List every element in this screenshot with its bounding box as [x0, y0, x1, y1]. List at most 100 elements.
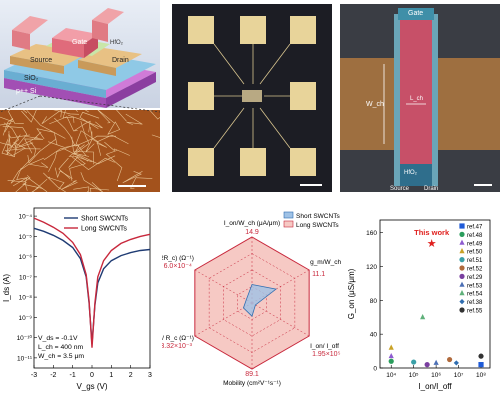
- legend-label: ref.55: [467, 309, 483, 315]
- scale-bar: [474, 184, 492, 186]
- data-point: [388, 352, 394, 359]
- data-point: [388, 358, 394, 364]
- radar-spoke: [194, 269, 253, 304]
- y-tick-label: 160: [366, 230, 377, 237]
- radar-axis-max: 14.9: [245, 229, 259, 236]
- x-tick-label: 10⁸: [476, 372, 486, 379]
- annotation: W_ch = 3.5 μm: [38, 353, 84, 360]
- data-point: [388, 344, 394, 350]
- data-point: [420, 314, 426, 320]
- radar-axis-max: 11.1: [312, 271, 325, 278]
- wch-label: W_ch: [366, 101, 384, 108]
- x-axis-label: I_on/I_off: [418, 382, 452, 391]
- y-tick-label: 10⁻¹⁰: [17, 334, 33, 342]
- series-line: [33, 217, 151, 348]
- scale-bar: [300, 184, 322, 186]
- y-tick-label: 10⁻¹¹: [17, 355, 33, 362]
- x-tick-label: -2: [50, 372, 56, 379]
- radar-spoke: [251, 302, 310, 337]
- y-tick-label: 10⁻⁹: [19, 315, 33, 322]
- legend-marker: [459, 299, 465, 305]
- x-tick-label: 10⁷: [454, 372, 464, 379]
- legend-label: ref.52: [467, 267, 483, 273]
- legend-marker: [459, 290, 465, 296]
- radar-axis-label: I_on/ I_off: [310, 343, 339, 350]
- x-axis-label: V_gs (V): [76, 382, 107, 391]
- data-point: [453, 360, 459, 366]
- sio2-label: SiO₂: [24, 75, 39, 82]
- legend-label: ref.38: [467, 300, 483, 306]
- legend-marker: [459, 257, 465, 263]
- device-schematic: Gate HfO₂ Drain Source SiO₂ p++ Si: [0, 0, 160, 108]
- y-tick-label: 120: [366, 264, 377, 271]
- legend-marker: [459, 281, 465, 287]
- series-area-short: [242, 284, 277, 317]
- transfer-curve-chart: -3 -2 -1 0 1 2 3 10⁻⁴ 10⁻⁵ 10⁻⁶ 10⁻⁷ 10⁻⁸ 10⁻⁹ 10⁻¹⁰ 1…: [2, 207, 152, 391]
- gate-label: Gate: [408, 10, 423, 17]
- radar-axis-max: 89.1: [245, 371, 259, 378]
- hfo2-label: HfO₂: [110, 40, 124, 46]
- data-point: [478, 353, 484, 359]
- scale-bar: [118, 185, 146, 187]
- radar-axis-label: 1/ R_c (Ω⁻¹): [162, 335, 194, 342]
- legend-label: Long SWCNTs: [81, 226, 127, 233]
- radar-axis-label: I_on/W_ch (μA/μm): [224, 220, 280, 227]
- legend-marker: [459, 248, 465, 254]
- y-tick-label: 80: [370, 298, 378, 305]
- radar-spoke: [251, 269, 310, 304]
- data-point: [478, 362, 484, 368]
- legend-label: Short SWCNTs: [81, 216, 129, 223]
- legend-label: ref.50: [467, 250, 483, 256]
- radar-axis-label: g_m/W_ch (μS/μm): [310, 259, 342, 266]
- x-tick-label: 10⁴: [386, 372, 396, 379]
- y-tick-label: 0: [373, 366, 377, 373]
- legend-label: ref.49: [467, 241, 483, 247]
- y-axis-label: G_on (μS/μm): [347, 268, 356, 319]
- legend-marker: [459, 273, 465, 279]
- radar-axis-max: 1.95×10⁵: [312, 351, 340, 358]
- y-tick-label: 40: [370, 332, 378, 339]
- legend-swatch: [283, 220, 294, 228]
- lch-label: L_ch: [410, 96, 423, 102]
- radar-chart: I_on/W_ch (μA/μm) 14.9 g_m/W_ch (μS/μm) 11.…: [162, 211, 342, 387]
- x-tick-label: 10⁶: [431, 372, 441, 379]
- x-tick-label: 0: [90, 372, 94, 379]
- radar-spoke: [194, 302, 253, 337]
- pad-array-image: [172, 4, 332, 192]
- y-tick-label: 10⁻⁷: [19, 274, 33, 281]
- x-tick-label: 3: [148, 372, 152, 379]
- data-point: [411, 359, 417, 365]
- legend-marker: [459, 231, 465, 237]
- substrate-label: p++ Si: [16, 88, 37, 95]
- series-line: [33, 227, 151, 344]
- this-work-star: ★: [427, 238, 437, 250]
- x-tick-label: -1: [70, 372, 76, 379]
- data-point: [446, 356, 453, 363]
- y-tick-label: 10⁻⁸: [19, 295, 33, 302]
- y-axis-label: I_ds (A): [2, 274, 11, 302]
- sem-image: W_ch L_ch Gate HfO₂ Source Drain: [340, 4, 500, 192]
- legend-label: Long SWCNTs: [296, 222, 339, 229]
- legend-marker: [459, 223, 465, 229]
- legend-label: ref.47: [467, 225, 483, 231]
- gate-label: Gate: [72, 39, 87, 46]
- y-tick-label: 10⁻⁶: [19, 254, 33, 261]
- radar-axis-label: Mobility (cm²V⁻¹s⁻¹): [223, 380, 281, 387]
- legend-label: ref.29: [467, 275, 483, 281]
- x-tick-label: -3: [31, 372, 37, 379]
- drain-label: Drain: [424, 186, 438, 192]
- y-tick-label: 10⁻⁵: [19, 234, 33, 241]
- annotation: L_ch = 400 nm: [38, 344, 83, 351]
- source-label: Source: [390, 186, 410, 192]
- legend-marker: [459, 265, 465, 271]
- source-label: Source: [30, 57, 52, 64]
- radar-axis-max: 6.0×10⁻⁴: [164, 263, 192, 270]
- radar-axis-label: 1/(2R_c) (Ω⁻¹): [162, 255, 194, 262]
- drain-label: Drain: [112, 57, 129, 64]
- data-point: [433, 359, 439, 365]
- benchmark-scatter-chart: 10⁴ 10⁵ 10⁶ 10⁷ 10⁸ 0 40 80 120 160 ref.47 ref.48 re…: [347, 219, 491, 391]
- plot-frame: [379, 219, 491, 369]
- y-tick-label: 10⁻⁴: [19, 214, 33, 221]
- data-point: [424, 362, 430, 368]
- legend-label: ref.53: [467, 283, 483, 289]
